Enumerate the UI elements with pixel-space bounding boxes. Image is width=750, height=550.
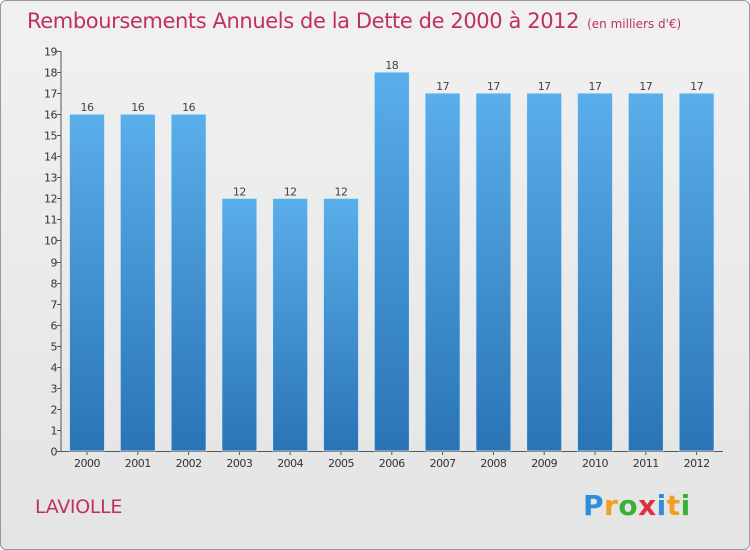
value-label-2011: 17: [639, 80, 652, 93]
x-tick-label-2003: 2003: [226, 457, 252, 470]
x-tick-label-2006: 2006: [379, 457, 405, 470]
y-tick-label: 11: [44, 214, 57, 227]
bar-2002: [170, 113, 207, 452]
value-label-2000: 16: [81, 101, 94, 114]
x-tick-label-2005: 2005: [328, 457, 354, 470]
x-tick-label-2000: 2000: [74, 457, 100, 470]
bar-2007: [424, 92, 461, 452]
bar-2003: [221, 197, 258, 452]
y-tick-label: 13: [44, 172, 57, 185]
x-tick-label-2009: 2009: [531, 457, 557, 470]
logo-letter: i: [680, 489, 691, 522]
y-tick-label: 16: [44, 109, 57, 122]
y-tick-label: 12: [44, 193, 57, 206]
y-tick-label: 17: [44, 88, 57, 101]
x-tick-label-2012: 2012: [684, 457, 710, 470]
value-label-2009: 17: [538, 80, 551, 93]
value-label-2010: 17: [589, 80, 602, 93]
value-label-2002: 16: [182, 101, 195, 114]
value-label-2007: 17: [436, 80, 449, 93]
y-tick-label: 4: [51, 362, 58, 375]
value-label-2005: 12: [335, 185, 348, 198]
y-tick-label: 18: [44, 67, 57, 80]
y-tick-label: 15: [44, 130, 57, 143]
value-label-2004: 12: [284, 185, 297, 198]
x-tick-label-2007: 2007: [430, 457, 456, 470]
bar-2012: [678, 92, 715, 452]
y-tick-label: 7: [51, 299, 58, 312]
x-tick-label-2004: 2004: [277, 457, 303, 470]
value-label-2008: 17: [487, 80, 500, 93]
y-tick-label: 2: [51, 404, 58, 417]
logo-letter: P: [583, 489, 605, 522]
value-label-2012: 17: [690, 80, 703, 93]
bar-2005: [323, 197, 359, 452]
chart-subtitle: (en milliers d'€): [587, 17, 682, 31]
y-tick-label: 14: [44, 151, 57, 164]
value-label-2006: 18: [385, 59, 398, 72]
logo-letter: r: [604, 489, 619, 522]
bar-2011: [627, 92, 664, 452]
y-tick-label: 6: [51, 320, 58, 333]
logo-letter: i: [656, 489, 667, 522]
bar-2001: [119, 113, 156, 452]
bar-2008: [475, 92, 512, 452]
chart-title-text: Remboursements Annuels de la Dette de 20…: [27, 9, 580, 33]
y-tick-label: 9: [51, 257, 58, 270]
x-tick-label-2002: 2002: [176, 457, 202, 470]
logo-letter: o: [618, 489, 639, 522]
y-tick-label: 3: [51, 383, 58, 396]
x-tick-label-2008: 2008: [480, 457, 506, 470]
bar-2010: [577, 92, 613, 452]
commune-name: LAVIOLLE: [35, 496, 123, 518]
y-tick-label: 8: [51, 278, 58, 291]
value-label-2003: 12: [233, 185, 246, 198]
x-tick-label-2001: 2001: [125, 457, 151, 470]
proxiti-logo: Proxiti: [583, 489, 691, 522]
y-tick-label: 0: [51, 446, 58, 459]
chart-title: Remboursements Annuels de la Dette de 20…: [27, 9, 681, 33]
y-tick-label: 10: [44, 235, 57, 248]
y-tick-label: 1: [51, 425, 58, 438]
y-tick-label: 5: [51, 341, 58, 354]
y-tick-label: 19: [44, 46, 57, 59]
logo-letter: x: [638, 489, 657, 522]
x-tick-label-2010: 2010: [582, 457, 608, 470]
bar-2009: [526, 92, 563, 452]
x-tick-label-2011: 2011: [633, 457, 659, 470]
bar-2004: [272, 197, 309, 452]
bar-2000: [69, 113, 105, 452]
value-label-2001: 16: [131, 101, 144, 114]
logo-letter: t: [666, 489, 681, 522]
bar-2006: [373, 71, 410, 452]
